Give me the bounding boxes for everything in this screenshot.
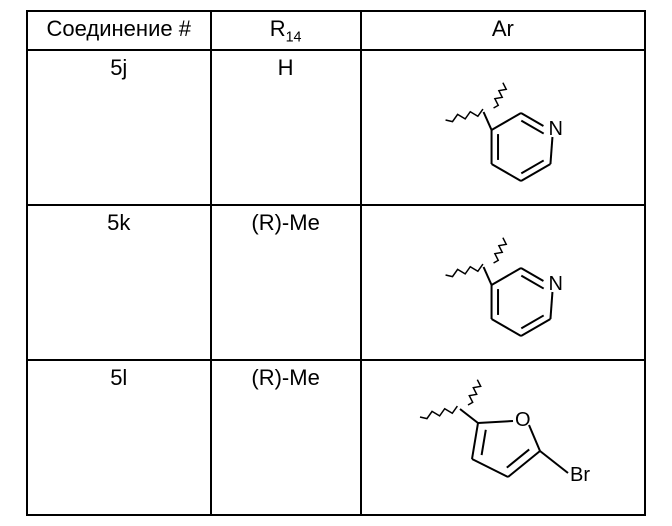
- r14-pre: R: [270, 16, 286, 41]
- structure-pyridine-icon: N: [368, 210, 638, 349]
- r14-sub: 14: [286, 29, 302, 45]
- svg-text:O: O: [515, 409, 531, 431]
- ar-cell: O Br: [361, 360, 645, 515]
- table-row: 5l (R)-Me O Br: [27, 360, 645, 515]
- r14-cell: H: [211, 50, 361, 205]
- svg-text:N: N: [548, 273, 562, 295]
- header-ar: Ar: [361, 11, 645, 50]
- svg-text:Br: Br: [570, 464, 590, 486]
- ar-cell: N: [361, 205, 645, 360]
- r14-cell: (R)-Me: [211, 360, 361, 515]
- structure-pyridine-icon: N: [368, 55, 638, 194]
- compound-table: Соединение # R14 Ar 5j H N 5k (R)-Me N 5…: [26, 10, 646, 516]
- compound-cell: 5j: [27, 50, 211, 205]
- r14-cell: (R)-Me: [211, 205, 361, 360]
- header-compound: Соединение #: [27, 11, 211, 50]
- compound-cell: 5l: [27, 360, 211, 515]
- header-r14: R14: [211, 11, 361, 50]
- ar-cell: N: [361, 50, 645, 205]
- svg-text:N: N: [548, 118, 562, 140]
- table-row: 5j H N: [27, 50, 645, 205]
- compound-cell: 5k: [27, 205, 211, 360]
- header-row: Соединение # R14 Ar: [27, 11, 645, 50]
- structure-bromofuran-icon: O Br: [368, 365, 638, 504]
- table-row: 5k (R)-Me N: [27, 205, 645, 360]
